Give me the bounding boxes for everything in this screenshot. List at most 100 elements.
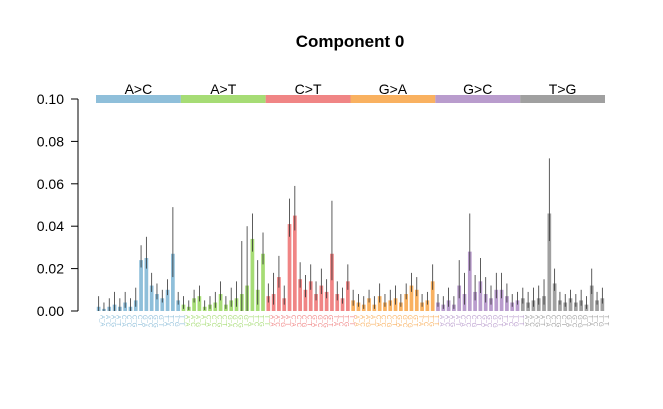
- context-label: A_G: [279, 315, 285, 327]
- bar: [144, 258, 149, 311]
- context-label: G_T: [411, 315, 417, 327]
- context-label: G_C: [146, 315, 152, 328]
- context-label: G_T: [157, 315, 163, 327]
- bar: [149, 285, 154, 311]
- context-label: C_A: [120, 315, 126, 327]
- context-label: C_A: [205, 315, 211, 327]
- bar: [171, 253, 175, 311]
- bar: [558, 300, 562, 311]
- context-label: A_T: [369, 315, 375, 326]
- bar: [478, 281, 483, 311]
- group-label: A>T: [210, 81, 237, 97]
- context-label: A_A: [99, 315, 105, 326]
- bar: [197, 296, 202, 311]
- band-T>G: [520, 95, 605, 103]
- bar: [139, 260, 143, 311]
- bar: [473, 291, 477, 311]
- context-label: T_A: [247, 315, 253, 326]
- context-label: T_C: [252, 315, 258, 327]
- band-A>C: [96, 95, 181, 103]
- context-label: G_G: [576, 315, 582, 328]
- group-label: G>A: [379, 81, 408, 97]
- bar: [266, 296, 271, 311]
- bar: [547, 213, 552, 311]
- context-label: G_A: [480, 315, 486, 327]
- context-label: A_A: [438, 315, 444, 326]
- context-label: G_A: [226, 315, 232, 327]
- context-label: C_A: [544, 315, 550, 327]
- bar: [345, 281, 350, 311]
- y-tick-label: 0.04: [37, 218, 64, 234]
- context-label: T_G: [597, 315, 603, 327]
- context-label: T_A: [332, 315, 338, 326]
- context-label: C_T: [305, 315, 311, 327]
- context-label: T_T: [602, 315, 608, 326]
- mutation-type-bands: A>C A>T C>T G>A G>C T>G: [96, 81, 605, 103]
- group-label: G>C: [463, 81, 492, 97]
- context-label: T_G: [173, 315, 179, 327]
- bar: [425, 300, 430, 311]
- bar: [176, 300, 181, 311]
- context-label: C_G: [130, 315, 136, 328]
- context-label: G_C: [401, 315, 407, 328]
- context-label: G_C: [486, 315, 492, 328]
- context-label: A_T: [539, 315, 545, 326]
- context-label: T_T: [348, 315, 354, 326]
- context-label: A_T: [454, 315, 460, 326]
- context-label: A_G: [449, 315, 455, 327]
- context-labels: A_A A_C A_G A_T C_A C_C C_G C_T G_A G_C G_G G_T T_A T…: [99, 315, 609, 328]
- bars: [96, 213, 605, 311]
- context-label: G_A: [396, 315, 402, 327]
- context-label: G_C: [231, 315, 237, 328]
- context-label: T_T: [263, 315, 269, 326]
- bar: [589, 285, 594, 311]
- bar: [414, 289, 419, 311]
- context-label: A_C: [274, 315, 280, 327]
- bar: [499, 289, 504, 311]
- bar: [155, 294, 159, 311]
- context-label: C_T: [560, 315, 566, 327]
- context-label: T_C: [592, 315, 598, 327]
- context-label: A_G: [109, 315, 115, 327]
- bar: [335, 294, 340, 311]
- context-label: A_G: [364, 315, 370, 327]
- context-label: G_G: [152, 315, 158, 328]
- context-label: G_G: [491, 315, 497, 328]
- context-label: A_A: [183, 315, 189, 326]
- group-label: C>T: [295, 81, 322, 97]
- context-label: C_T: [475, 315, 481, 327]
- bar: [319, 285, 324, 311]
- context-label: C_T: [136, 315, 142, 327]
- context-label: G_A: [141, 315, 147, 327]
- bar: [308, 281, 313, 311]
- bar: [520, 298, 525, 311]
- context-label: T_G: [258, 315, 264, 327]
- context-label: C_T: [390, 315, 396, 327]
- bar: [324, 291, 329, 311]
- context-label: A_A: [268, 315, 274, 326]
- context-label: C_G: [385, 315, 391, 328]
- context-label: T_C: [168, 315, 174, 327]
- bar: [261, 253, 265, 311]
- y-tick-label: 0.06: [37, 176, 64, 192]
- context-label: G_C: [571, 315, 577, 328]
- bar: [467, 251, 472, 311]
- bar: [192, 298, 196, 311]
- context-label: A_T: [284, 315, 290, 326]
- bar: [568, 298, 573, 311]
- bar: [314, 294, 318, 311]
- bar: [287, 224, 292, 311]
- context-label: A_C: [443, 315, 449, 327]
- bar: [505, 296, 509, 311]
- context-label: G_T: [327, 315, 333, 327]
- bar: [298, 279, 302, 311]
- bar: [377, 296, 382, 311]
- y-tick-label: 0.00: [37, 303, 64, 319]
- context-label: C_C: [295, 315, 301, 328]
- bar: [515, 300, 520, 311]
- bar: [303, 289, 308, 311]
- context-label: C_C: [464, 315, 470, 328]
- context-label: T_T: [433, 315, 439, 326]
- context-label: C_A: [459, 315, 465, 327]
- context-label: A_C: [358, 315, 364, 327]
